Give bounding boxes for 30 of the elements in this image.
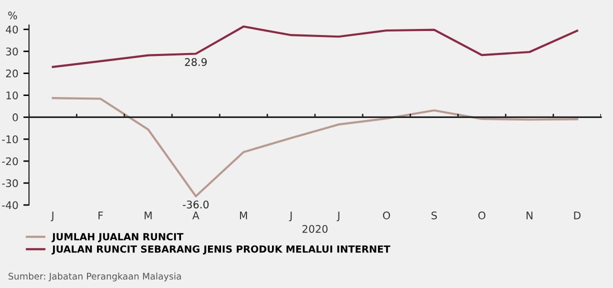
x-axis-title: 2020 (302, 224, 328, 233)
x-tick-label: O (382, 211, 390, 220)
legend-label: JUALAN RUNCIT SEBARANG JENIS PRODUK MELALUI INTERNET (52, 245, 390, 255)
data-label: -36.0 (182, 200, 209, 208)
y-tick-label: 0 (12, 113, 18, 122)
x-tick-label: M (144, 212, 152, 220)
x-tick-label: F (98, 212, 103, 220)
line-series (52, 25, 578, 68)
x-tick-label: N (526, 212, 532, 220)
x-tick-label: O (478, 211, 486, 220)
x-tick-label: J (50, 212, 54, 222)
x-tick-label: A (192, 212, 200, 220)
x-tick-label: S (432, 211, 437, 220)
x-tick-label: J (336, 212, 340, 222)
data-label: 28.9 (185, 58, 207, 66)
y-tick-label: 20 (6, 70, 18, 78)
y-tick-label: 10 (6, 91, 18, 100)
y-axis-title: % (8, 12, 17, 20)
y-tick-label: 40 (6, 26, 18, 34)
text: Sumber: Jabatan Perangkaan Malaysia (8, 272, 181, 282)
x-tick-label: J (289, 212, 292, 222)
y-tick-label: 30 (6, 48, 18, 56)
y-tick-label: -20 (2, 157, 18, 166)
line-series (52, 97, 578, 198)
y-tick-label: -10 (2, 135, 18, 144)
x-tick-label: D (574, 212, 581, 220)
y-tick-label: -40 (2, 201, 18, 210)
legend-label: JUMLAH JUALAN RUNCIT (52, 233, 184, 242)
y-tick-label: -30 (2, 179, 18, 188)
x-tick-label: M (240, 212, 247, 220)
